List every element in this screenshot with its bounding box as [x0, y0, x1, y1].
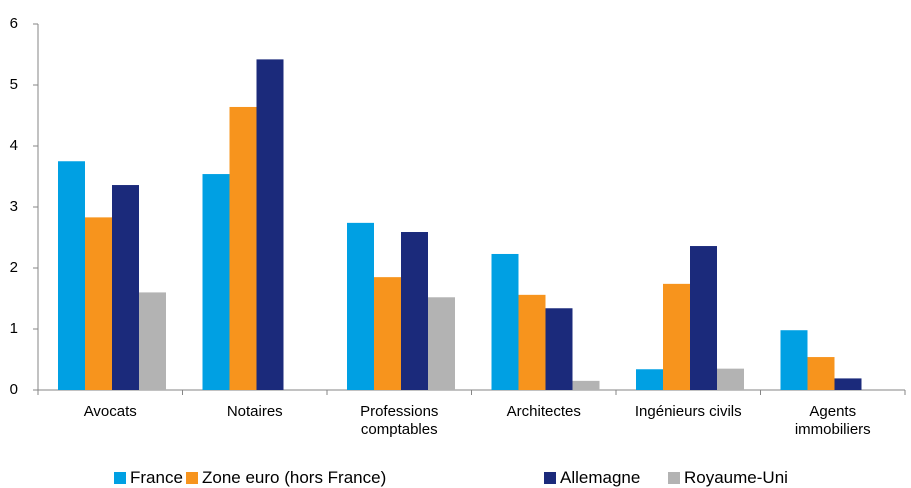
legend-swatch: [668, 472, 680, 484]
legend-item: Royaume-Uni: [668, 468, 788, 488]
legend-label: Zone euro (hors France): [202, 468, 387, 487]
y-tick-label: 0: [10, 381, 18, 398]
bar: [780, 330, 808, 390]
bar: [202, 174, 230, 390]
bar: [717, 368, 744, 390]
bar: [518, 294, 546, 390]
y-tick-label: 6: [10, 15, 18, 32]
bar: [58, 161, 85, 390]
legend-swatch: [114, 472, 126, 484]
bar: [636, 369, 663, 390]
bar: [572, 380, 600, 390]
legend-swatch: [186, 472, 198, 484]
y-tick-label: 2: [10, 259, 18, 276]
bar: [690, 246, 717, 390]
y-tick-label: 1: [10, 320, 18, 337]
legend-swatch: [544, 472, 556, 484]
x-tick-label: Agents immobiliers: [794, 403, 871, 438]
bar: [374, 277, 401, 390]
bar: [401, 232, 428, 390]
legend-item: France: [114, 468, 183, 488]
legend-item: Zone euro (hors France): [186, 468, 386, 488]
legend-item: Allemagne: [544, 468, 640, 488]
legend-label: Allemagne: [560, 468, 641, 487]
bar: [491, 253, 519, 390]
x-tick-label: Notaires: [226, 403, 283, 420]
bar: [834, 378, 862, 390]
bar: [663, 283, 690, 390]
bar: [807, 357, 835, 390]
bar: [112, 185, 139, 390]
bar: [428, 297, 455, 390]
x-tick-label: Avocats: [83, 403, 137, 420]
bar: [256, 59, 284, 390]
legend-label: France: [130, 468, 183, 487]
x-tick-label: Professions comptables: [360, 403, 439, 438]
legend-label: Royaume-Uni: [684, 468, 788, 487]
x-tick-label: Ingénieurs civils: [634, 403, 742, 420]
bar: [347, 222, 374, 390]
bar: [139, 292, 166, 390]
y-tick-label: 3: [10, 198, 18, 215]
x-tick-label: Architectes: [506, 403, 581, 420]
bar: [85, 217, 112, 390]
bar: [229, 106, 257, 391]
bar: [545, 308, 573, 390]
y-tick-label: 5: [10, 76, 18, 93]
y-tick-label: 4: [10, 137, 18, 154]
